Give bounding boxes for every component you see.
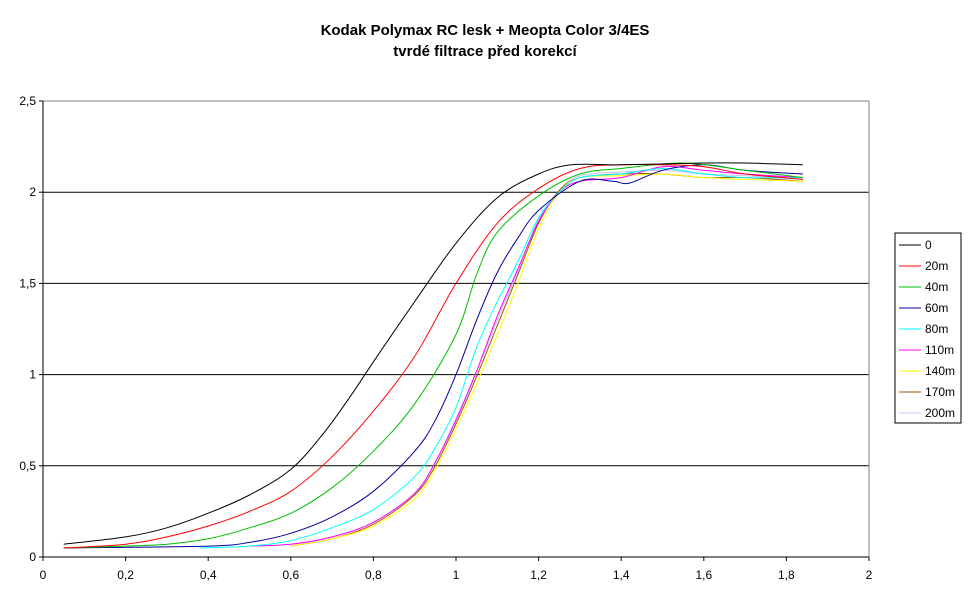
series-line-110m (249, 165, 803, 547)
series-line-20m (63, 163, 803, 549)
series-line-40m (63, 162, 803, 549)
y-tick-label: 2,5 (19, 94, 36, 108)
x-tick-label: 0,6 (282, 568, 299, 582)
x-tick-label: 2 (866, 568, 873, 582)
x-tick-label: 1,2 (530, 568, 547, 582)
chart-title: Kodak Polymax RC lesk + Meopta Color 3/4… (320, 22, 650, 39)
y-tick-label: 0,5 (19, 459, 36, 473)
legend-label: 20m (925, 259, 948, 273)
legend-box (894, 232, 962, 424)
y-tick-label: 0 (29, 550, 36, 564)
x-tick-label: 0 (40, 568, 47, 582)
tick-labels: 0 0,5 1 1,5 2 2,5 0 0,2 0,4 0,6 0,8 1 1,2 1,4 1,6 1,8 2 (19, 94, 872, 582)
legend-label: 80m (925, 322, 948, 336)
y-tick-label: 1,5 (19, 276, 36, 290)
series-line-200m (290, 169, 803, 547)
series-line-80m (199, 167, 803, 549)
legend-label: 110m (925, 343, 954, 357)
x-tick-label: 1,8 (778, 568, 795, 582)
legend-label: 60m (925, 301, 948, 315)
series-line-0 (63, 162, 803, 545)
y-tick-label: 1 (29, 368, 36, 382)
x-tick-label: 1,6 (695, 568, 712, 582)
plot-area-border (42, 100, 870, 558)
series-line-170m (290, 173, 803, 547)
series-line-140m (290, 173, 803, 547)
legend-label: 200m (925, 406, 955, 420)
x-tick-label: 0,4 (200, 568, 217, 582)
chart-subtitle: tvrdé filtrace před korekcí (393, 43, 577, 60)
x-tick-label: 0,8 (365, 568, 382, 582)
legend-label: 40m (925, 280, 948, 294)
legend: 0 20m 40m 60m 80m 110m 140m 170m 200m (894, 232, 962, 424)
series-lines (63, 162, 803, 549)
legend-label: 170m (925, 385, 955, 399)
x-tick-label: 1 (453, 568, 460, 582)
y-tick-label: 2 (29, 185, 36, 199)
legend-label: 140m (925, 364, 955, 378)
x-tick-label: 1,4 (613, 568, 630, 582)
legend-label: 0 (925, 238, 932, 252)
axes (39, 100, 870, 561)
series-line-60m (63, 164, 803, 549)
x-tick-label: 0,2 (117, 568, 134, 582)
